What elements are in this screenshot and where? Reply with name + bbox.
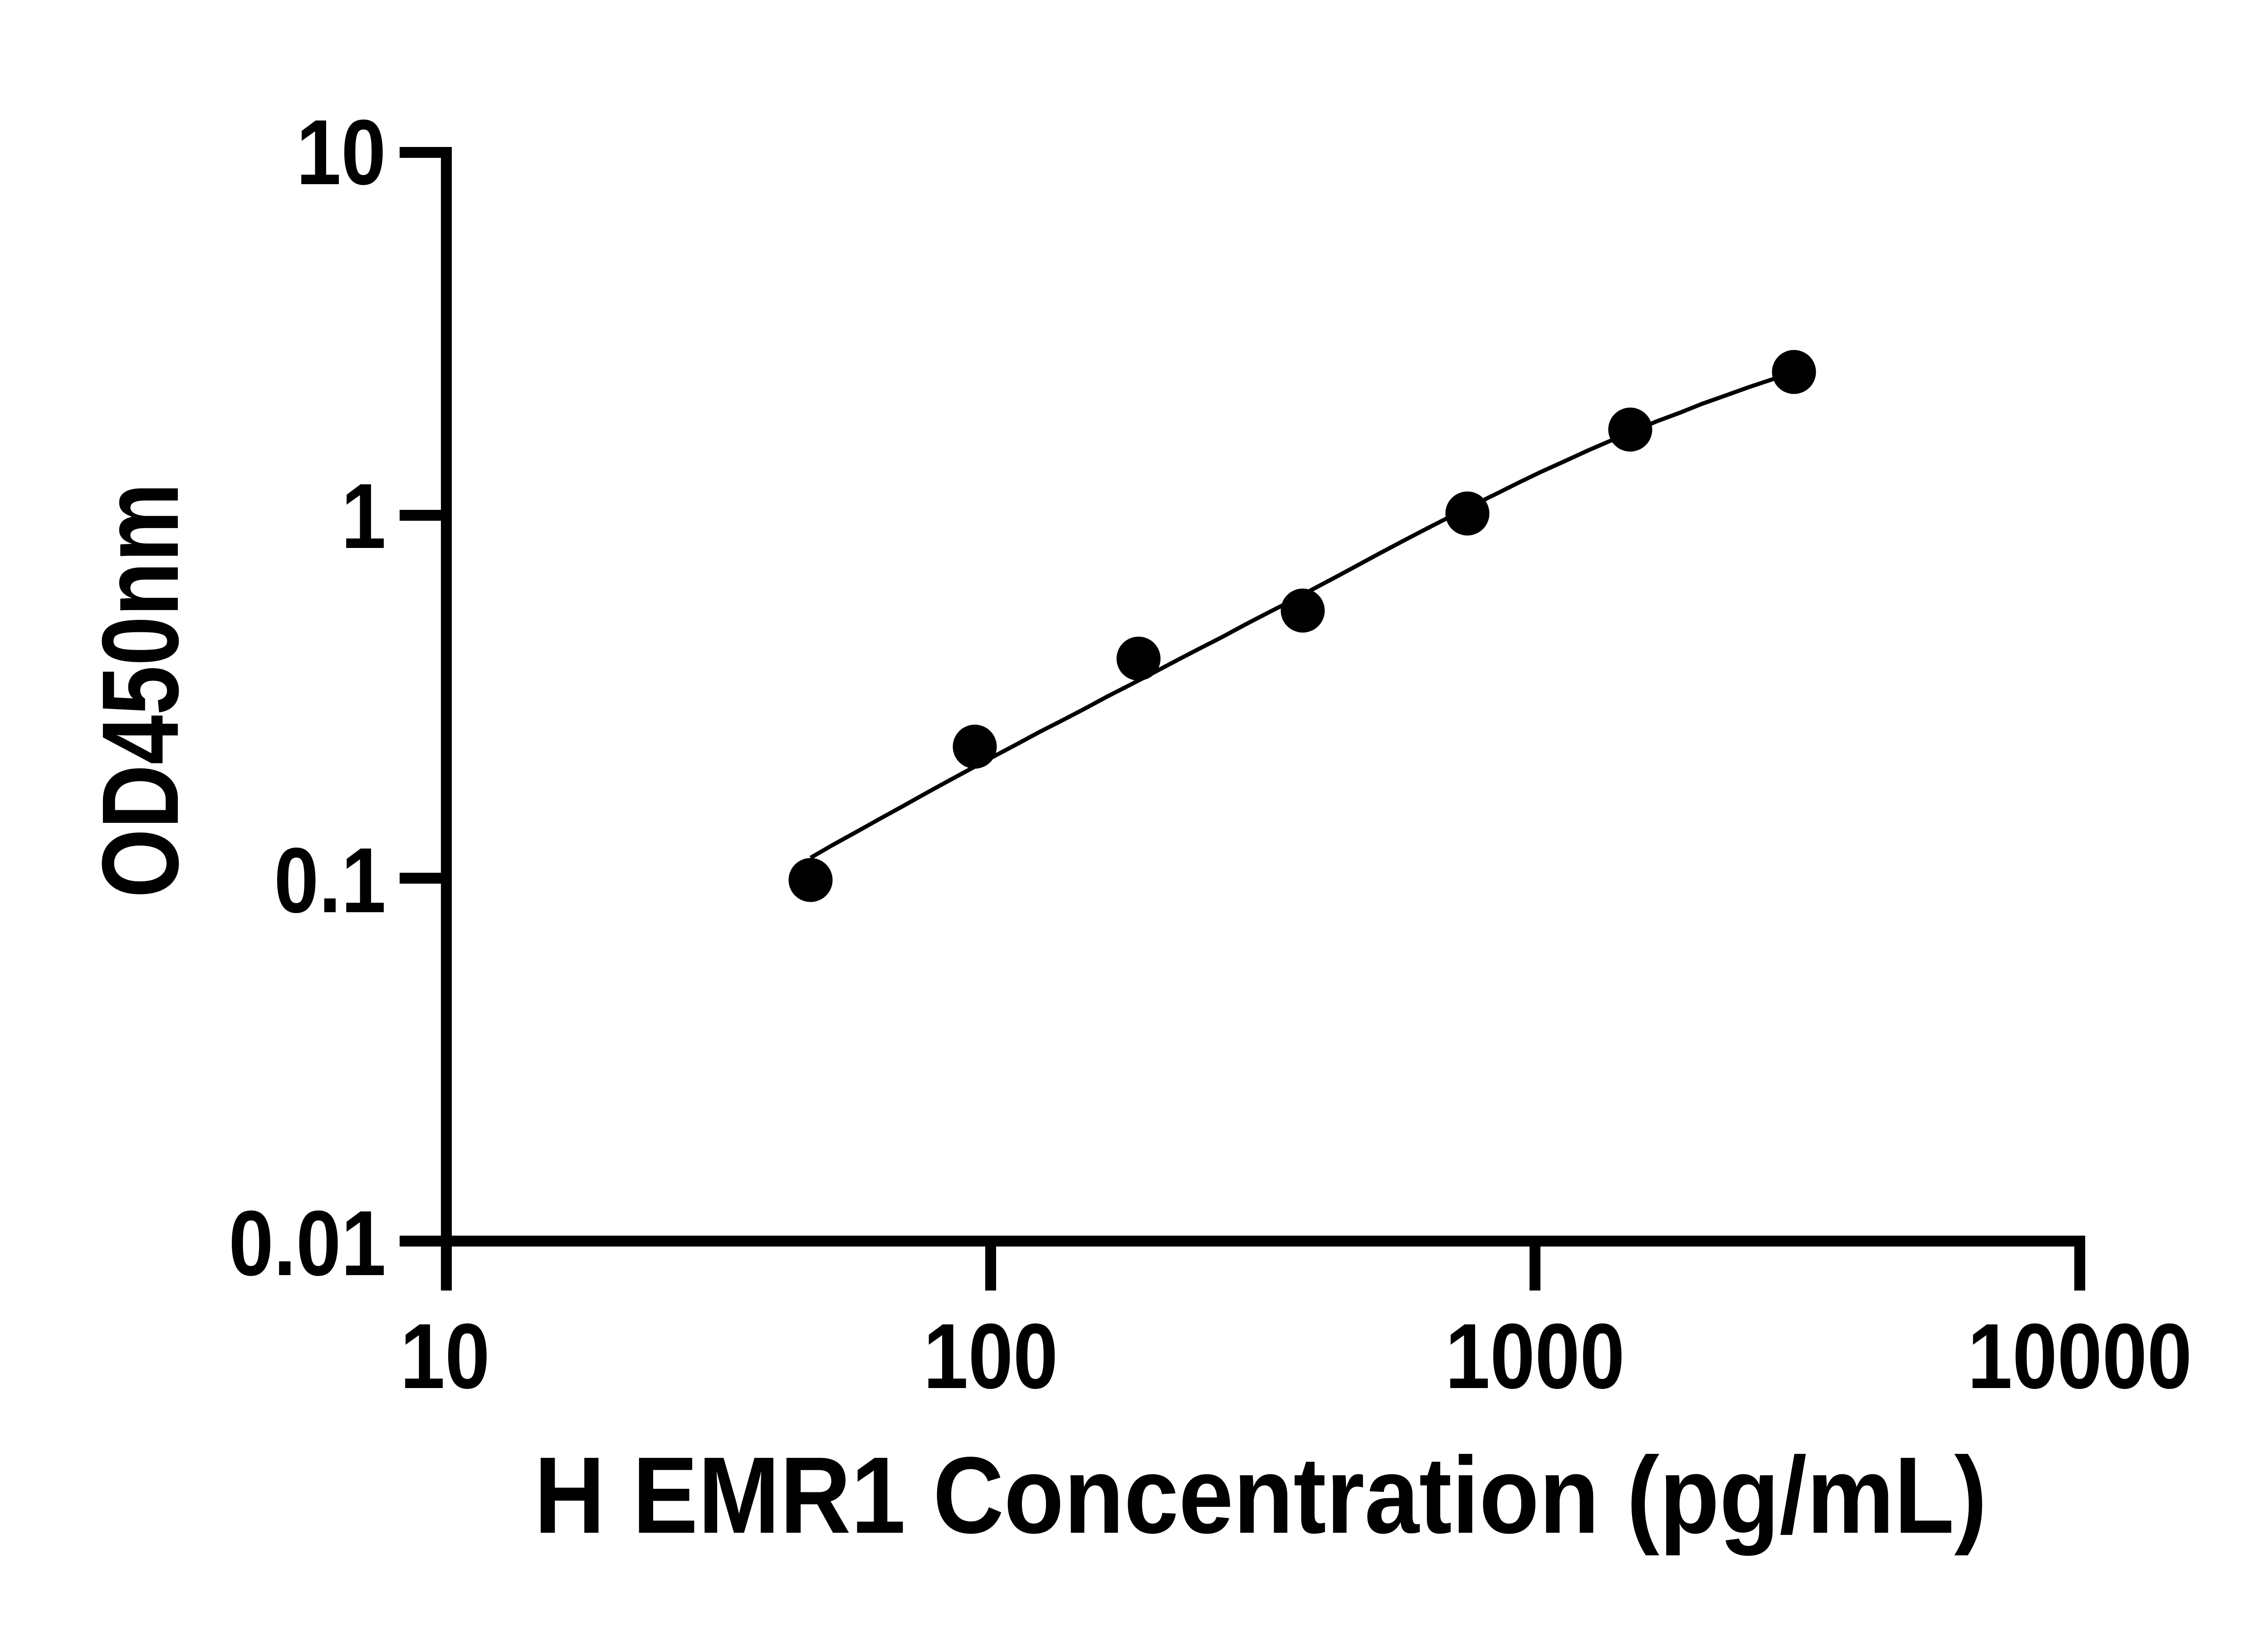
svg-text:0.01: 0.01 xyxy=(229,1192,386,1295)
svg-text:10: 10 xyxy=(400,1305,490,1408)
svg-text:0.1: 0.1 xyxy=(274,829,386,932)
svg-text:1000: 1000 xyxy=(1445,1305,1625,1408)
svg-text:1: 1 xyxy=(341,464,386,568)
svg-text:10000: 10000 xyxy=(1968,1305,2192,1408)
svg-text:10: 10 xyxy=(296,101,386,204)
svg-text:OD450nm: OD450nm xyxy=(79,483,201,898)
svg-text:H EMR1 Concentration (pg/mL): H EMR1 Concentration (pg/mL) xyxy=(534,1434,1987,1556)
svg-text:100: 100 xyxy=(924,1305,1058,1408)
